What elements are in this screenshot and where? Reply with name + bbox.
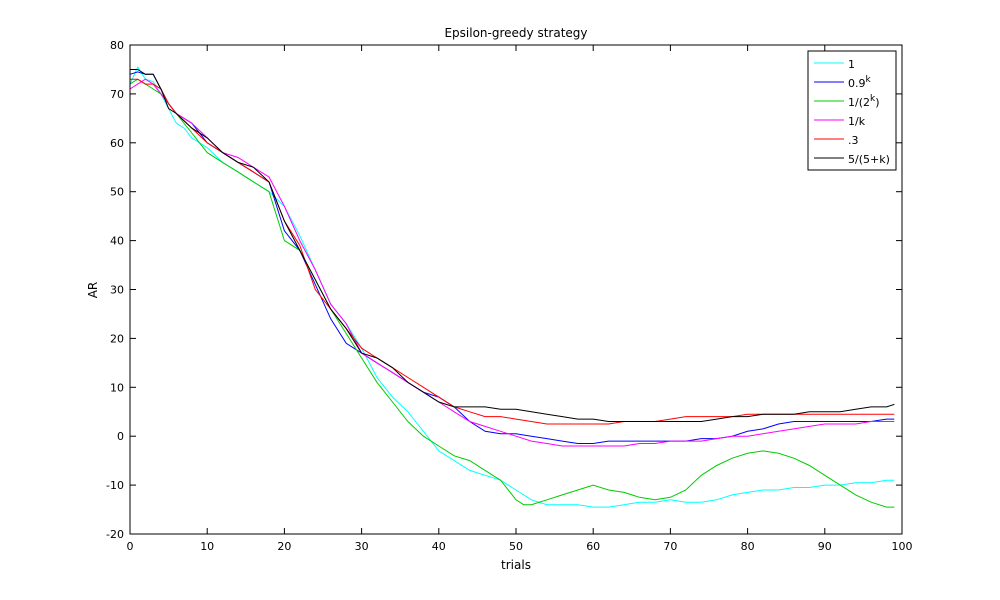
x-tick-label: 50 — [509, 540, 523, 553]
y-tick-label: 50 — [110, 186, 124, 199]
y-tick-label: 0 — [117, 430, 124, 443]
legend-label: 5/(5+k) — [848, 153, 890, 166]
y-tick-label: 60 — [110, 137, 124, 150]
legend: 10.9k1/(2k)1/k.35/(5+k) — [807, 50, 897, 171]
x-tick-label: 30 — [355, 540, 369, 553]
x-tick-label: 10 — [200, 540, 214, 553]
y-tick-label: 20 — [110, 332, 124, 345]
x-tick-label: 70 — [663, 540, 677, 553]
plot-frame — [129, 44, 903, 535]
x-tick-label: 0 — [127, 540, 134, 553]
x-axis-label: trials — [501, 558, 531, 572]
x-tick-label: 40 — [432, 540, 446, 553]
y-tick-label: 10 — [110, 381, 124, 394]
y-tick-label: 40 — [110, 235, 124, 248]
axis-ticks: 0 10 20 30 40 50 60 70 80 90 100 -20 -10 0 10 20 30 40 50 6… — [106, 39, 912, 553]
legend-label: .3 — [848, 134, 859, 147]
y-tick-label: 30 — [110, 284, 124, 297]
x-tick-label: 20 — [277, 540, 291, 553]
series-line-1 — [129, 71, 895, 444]
legend-label: 1 — [848, 58, 855, 71]
legend-label: 1/k — [848, 115, 866, 128]
y-axis-label: AR — [86, 282, 100, 299]
x-tick-label: 60 — [586, 540, 600, 553]
y-tick-label: -20 — [106, 528, 124, 541]
series-line-2 — [129, 78, 895, 508]
series-line-4 — [130, 78, 895, 425]
y-tick-label: 80 — [110, 39, 124, 52]
series-line-3 — [129, 78, 895, 447]
y-tick-label: -10 — [106, 479, 124, 492]
y-tick-label: 70 — [110, 88, 124, 101]
legend-box — [807, 50, 897, 171]
legend-label: 1/(2k) — [848, 94, 880, 109]
x-tick-label: 80 — [741, 540, 755, 553]
x-tick-label: 100 — [892, 540, 913, 553]
chart-title: Epsilon-greedy strategy — [444, 26, 587, 40]
plot-lines — [129, 65, 895, 508]
x-tick-label: 90 — [818, 540, 832, 553]
series-line-5 — [130, 69, 895, 422]
series-line-0 — [129, 65, 895, 508]
